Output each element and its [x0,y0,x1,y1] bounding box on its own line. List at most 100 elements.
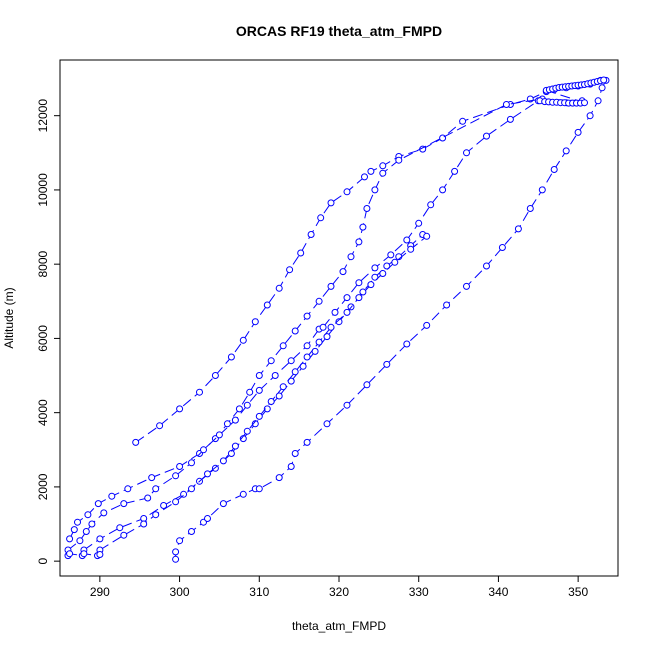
data-point [204,515,211,522]
data-point [239,490,247,498]
data-point [246,388,254,396]
data-point [172,548,180,556]
data-point [160,502,168,509]
data-point [80,550,88,558]
data-point [100,509,108,517]
y-tick-label: 8000 [36,251,50,278]
data-point [172,472,180,480]
data-point [379,270,387,277]
data-point [120,531,128,539]
data-point [291,450,299,457]
data-point [463,149,470,157]
series-layer [64,76,610,563]
data-point [514,225,522,233]
data-point [267,357,275,365]
data-point [287,463,295,470]
data-point [148,474,156,482]
data-point [84,511,92,519]
data-point [231,442,239,450]
data-point [371,186,379,194]
data-point [196,388,203,396]
data-point [132,438,140,446]
data-point [76,537,84,545]
data-point [223,420,231,428]
data-point [188,528,195,535]
series-5 [96,232,431,554]
y-tick-label: 12000 [36,99,50,133]
data-point [361,173,368,181]
data-point [359,288,367,296]
data-point [594,97,602,105]
data-point [379,162,387,170]
data-point [82,528,90,535]
data-point [180,490,188,498]
data-point [176,405,184,413]
data-point [387,251,395,259]
data-point [371,264,379,272]
data-point [327,282,335,290]
data-point [204,470,211,478]
data-point [562,147,570,155]
data-point [383,262,391,270]
data-point [188,485,195,493]
data-point [144,494,152,502]
data-point [502,101,510,108]
data-point [451,167,459,175]
data-point [263,301,271,309]
series-line [135,79,601,443]
data-point [303,342,311,350]
data-point [96,551,104,558]
data-point [379,169,387,177]
data-point [403,340,411,348]
data-point [108,492,116,500]
data-point [235,405,243,413]
data-point [271,372,279,379]
data-point [94,500,102,508]
data-point [263,405,271,413]
data-point [598,84,606,92]
data-point [581,99,588,107]
series-line [67,100,567,551]
x-tick-label: 350 [568,585,588,599]
data-point [124,485,132,493]
data-point [172,498,180,506]
chart-title: ORCAS RF19 theta_atm_FMPD [236,23,442,39]
data-point [343,188,351,196]
data-point [200,446,207,454]
data-point [66,535,74,543]
data-point [188,459,195,467]
data-point [423,232,431,240]
data-point [323,420,331,428]
data-point [315,338,323,346]
data-point [291,368,299,376]
x-tick-label: 330 [409,585,429,599]
data-point [327,199,335,207]
data-point [339,268,347,276]
data-point [140,520,148,528]
data-point [211,372,219,379]
data-point [291,327,299,335]
data-point [483,132,490,140]
y-tick-label: 6000 [36,325,50,352]
y-tick-label: 0 [36,557,50,564]
data-point [574,128,582,136]
data-point [152,511,160,519]
data-point [331,308,339,316]
data-point [327,323,335,331]
y-tick-label: 2000 [36,473,50,500]
data-point [303,353,311,361]
data-point [307,231,315,238]
data-point [219,457,227,465]
data-point [70,526,78,534]
x-tick-label: 340 [488,585,508,599]
data-point [427,201,435,209]
data-point [275,392,283,400]
y-tick-label: 10000 [36,173,50,207]
series-line [69,98,583,540]
data-point [423,321,431,329]
data-point [526,205,534,212]
data-point [367,167,375,175]
data-point [66,550,74,558]
data-point [297,249,305,257]
